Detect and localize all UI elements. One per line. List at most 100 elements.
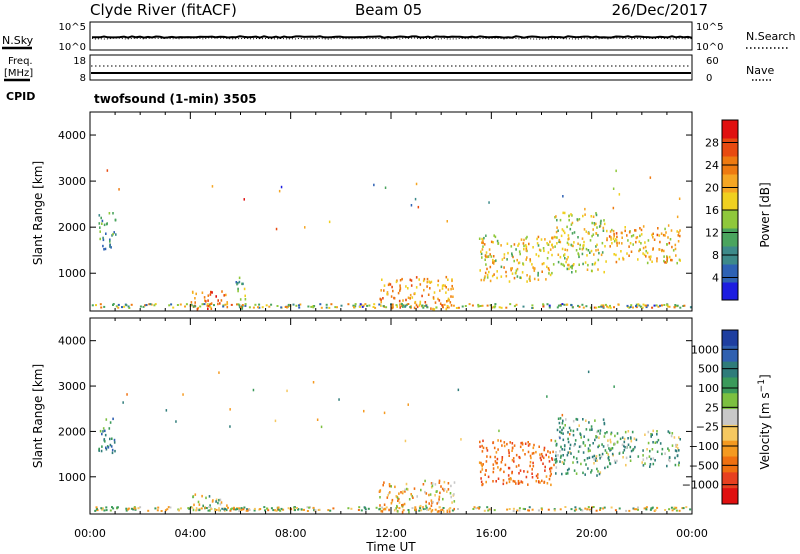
scatter-cell (478, 237, 481, 240)
scatter-cell (500, 265, 503, 269)
scatter-cell (572, 419, 575, 423)
scatter-cell (543, 249, 545, 253)
scatter-cell (386, 496, 389, 499)
velocity-x-ticks (89, 318, 693, 514)
scatter-cell (205, 507, 208, 509)
scatter-cell (214, 509, 216, 512)
scatter-cell (107, 446, 110, 449)
scatter-cell (494, 303, 497, 306)
scatter-cell (503, 441, 506, 444)
scatter-cell (533, 277, 536, 281)
scatter-cell (125, 507, 128, 510)
scatter-cell (195, 507, 198, 510)
scatter-cell (529, 464, 531, 468)
scatter-cell (525, 475, 528, 479)
scatter-cell (501, 444, 503, 447)
scatter-cell (381, 506, 384, 509)
scatter-cell (560, 262, 563, 266)
velocity-scatter (94, 370, 692, 514)
scatter-cell (540, 452, 543, 456)
scatter-cell (400, 303, 403, 305)
scatter-cell (557, 304, 560, 307)
scatter-cell (548, 455, 550, 459)
scatter-cell (167, 506, 170, 509)
scatter-cell (531, 472, 533, 475)
scatter-cell (105, 448, 108, 451)
scatter-cell (244, 294, 246, 298)
scatter-cell (614, 238, 617, 241)
scatter-cell (407, 303, 410, 305)
colorbar-frame (721, 329, 739, 505)
scatter-cell (226, 301, 228, 304)
scatter-cell (554, 458, 556, 461)
scatter-cell (276, 305, 279, 307)
scatter-cell (666, 305, 669, 308)
scatter-cell (676, 304, 679, 307)
scatter-cell (286, 389, 288, 393)
scatter-cell (628, 254, 630, 257)
scatter-cell (489, 253, 491, 256)
scatter-cell (635, 303, 638, 306)
scatter-cell (108, 212, 111, 215)
scatter-cell (139, 305, 142, 308)
scatter-cell (610, 432, 612, 436)
scatter-cell (569, 265, 572, 269)
scatter-cell (185, 303, 188, 306)
scatter-cell (569, 447, 571, 450)
scatter-cell (401, 277, 403, 281)
scatter-cell (429, 287, 431, 290)
scatter-cell (492, 467, 495, 470)
scatter-cell (657, 227, 659, 230)
scatter-cell (491, 274, 494, 278)
scatter-cell (503, 256, 506, 259)
scatter-cell (511, 446, 514, 450)
scatter-cell (606, 305, 608, 308)
scatter-cell (91, 304, 94, 307)
scatter-cell (418, 509, 421, 512)
scatter-cell (535, 474, 538, 478)
scatter-cell (517, 482, 520, 485)
scatter-cell (395, 507, 397, 510)
scatter-cell (390, 295, 393, 298)
scatter-cell (449, 301, 452, 304)
scatter-cell (423, 288, 425, 292)
scatter-cell (561, 422, 564, 425)
scatter-cell (614, 434, 616, 438)
scatter-cell (117, 303, 120, 306)
scatter-cell (647, 239, 650, 242)
scatter-cell (279, 509, 282, 512)
scatter-cell (602, 418, 605, 421)
scatter-cell (559, 508, 562, 511)
scatter-cell (582, 306, 585, 309)
scatter-cell (564, 424, 566, 427)
scatter-cell (489, 455, 492, 459)
scatter-cell (194, 493, 197, 496)
scatter-cell (210, 290, 212, 294)
scatter-cell (568, 426, 571, 430)
scatter-cell (94, 509, 97, 512)
scatter-cell (515, 482, 517, 485)
scatter-cell (382, 297, 384, 300)
scatter-cell (242, 282, 244, 286)
scatter-cell (639, 234, 641, 238)
scatter-cell (204, 299, 206, 302)
scatter-cell (593, 462, 595, 465)
scatter-cell (125, 509, 128, 512)
scatter-cell (610, 238, 612, 241)
scatter-cell (548, 306, 551, 309)
scatter-cell (665, 261, 668, 264)
scatter-cell (633, 508, 636, 511)
scatter-cell (483, 509, 486, 512)
scatter-cell (521, 481, 524, 484)
scatter-cell (416, 495, 418, 498)
scatter-cell (505, 481, 508, 485)
scatter-cell (303, 508, 305, 511)
scatter-cell (593, 223, 596, 227)
scatter-cell (566, 267, 569, 271)
scatter-cell (515, 465, 518, 468)
scatter-cell (257, 306, 259, 309)
scatter-cell (572, 429, 575, 433)
scatter-cell (460, 438, 462, 441)
scatter-cell (655, 304, 658, 307)
scatter-cell (529, 454, 532, 458)
